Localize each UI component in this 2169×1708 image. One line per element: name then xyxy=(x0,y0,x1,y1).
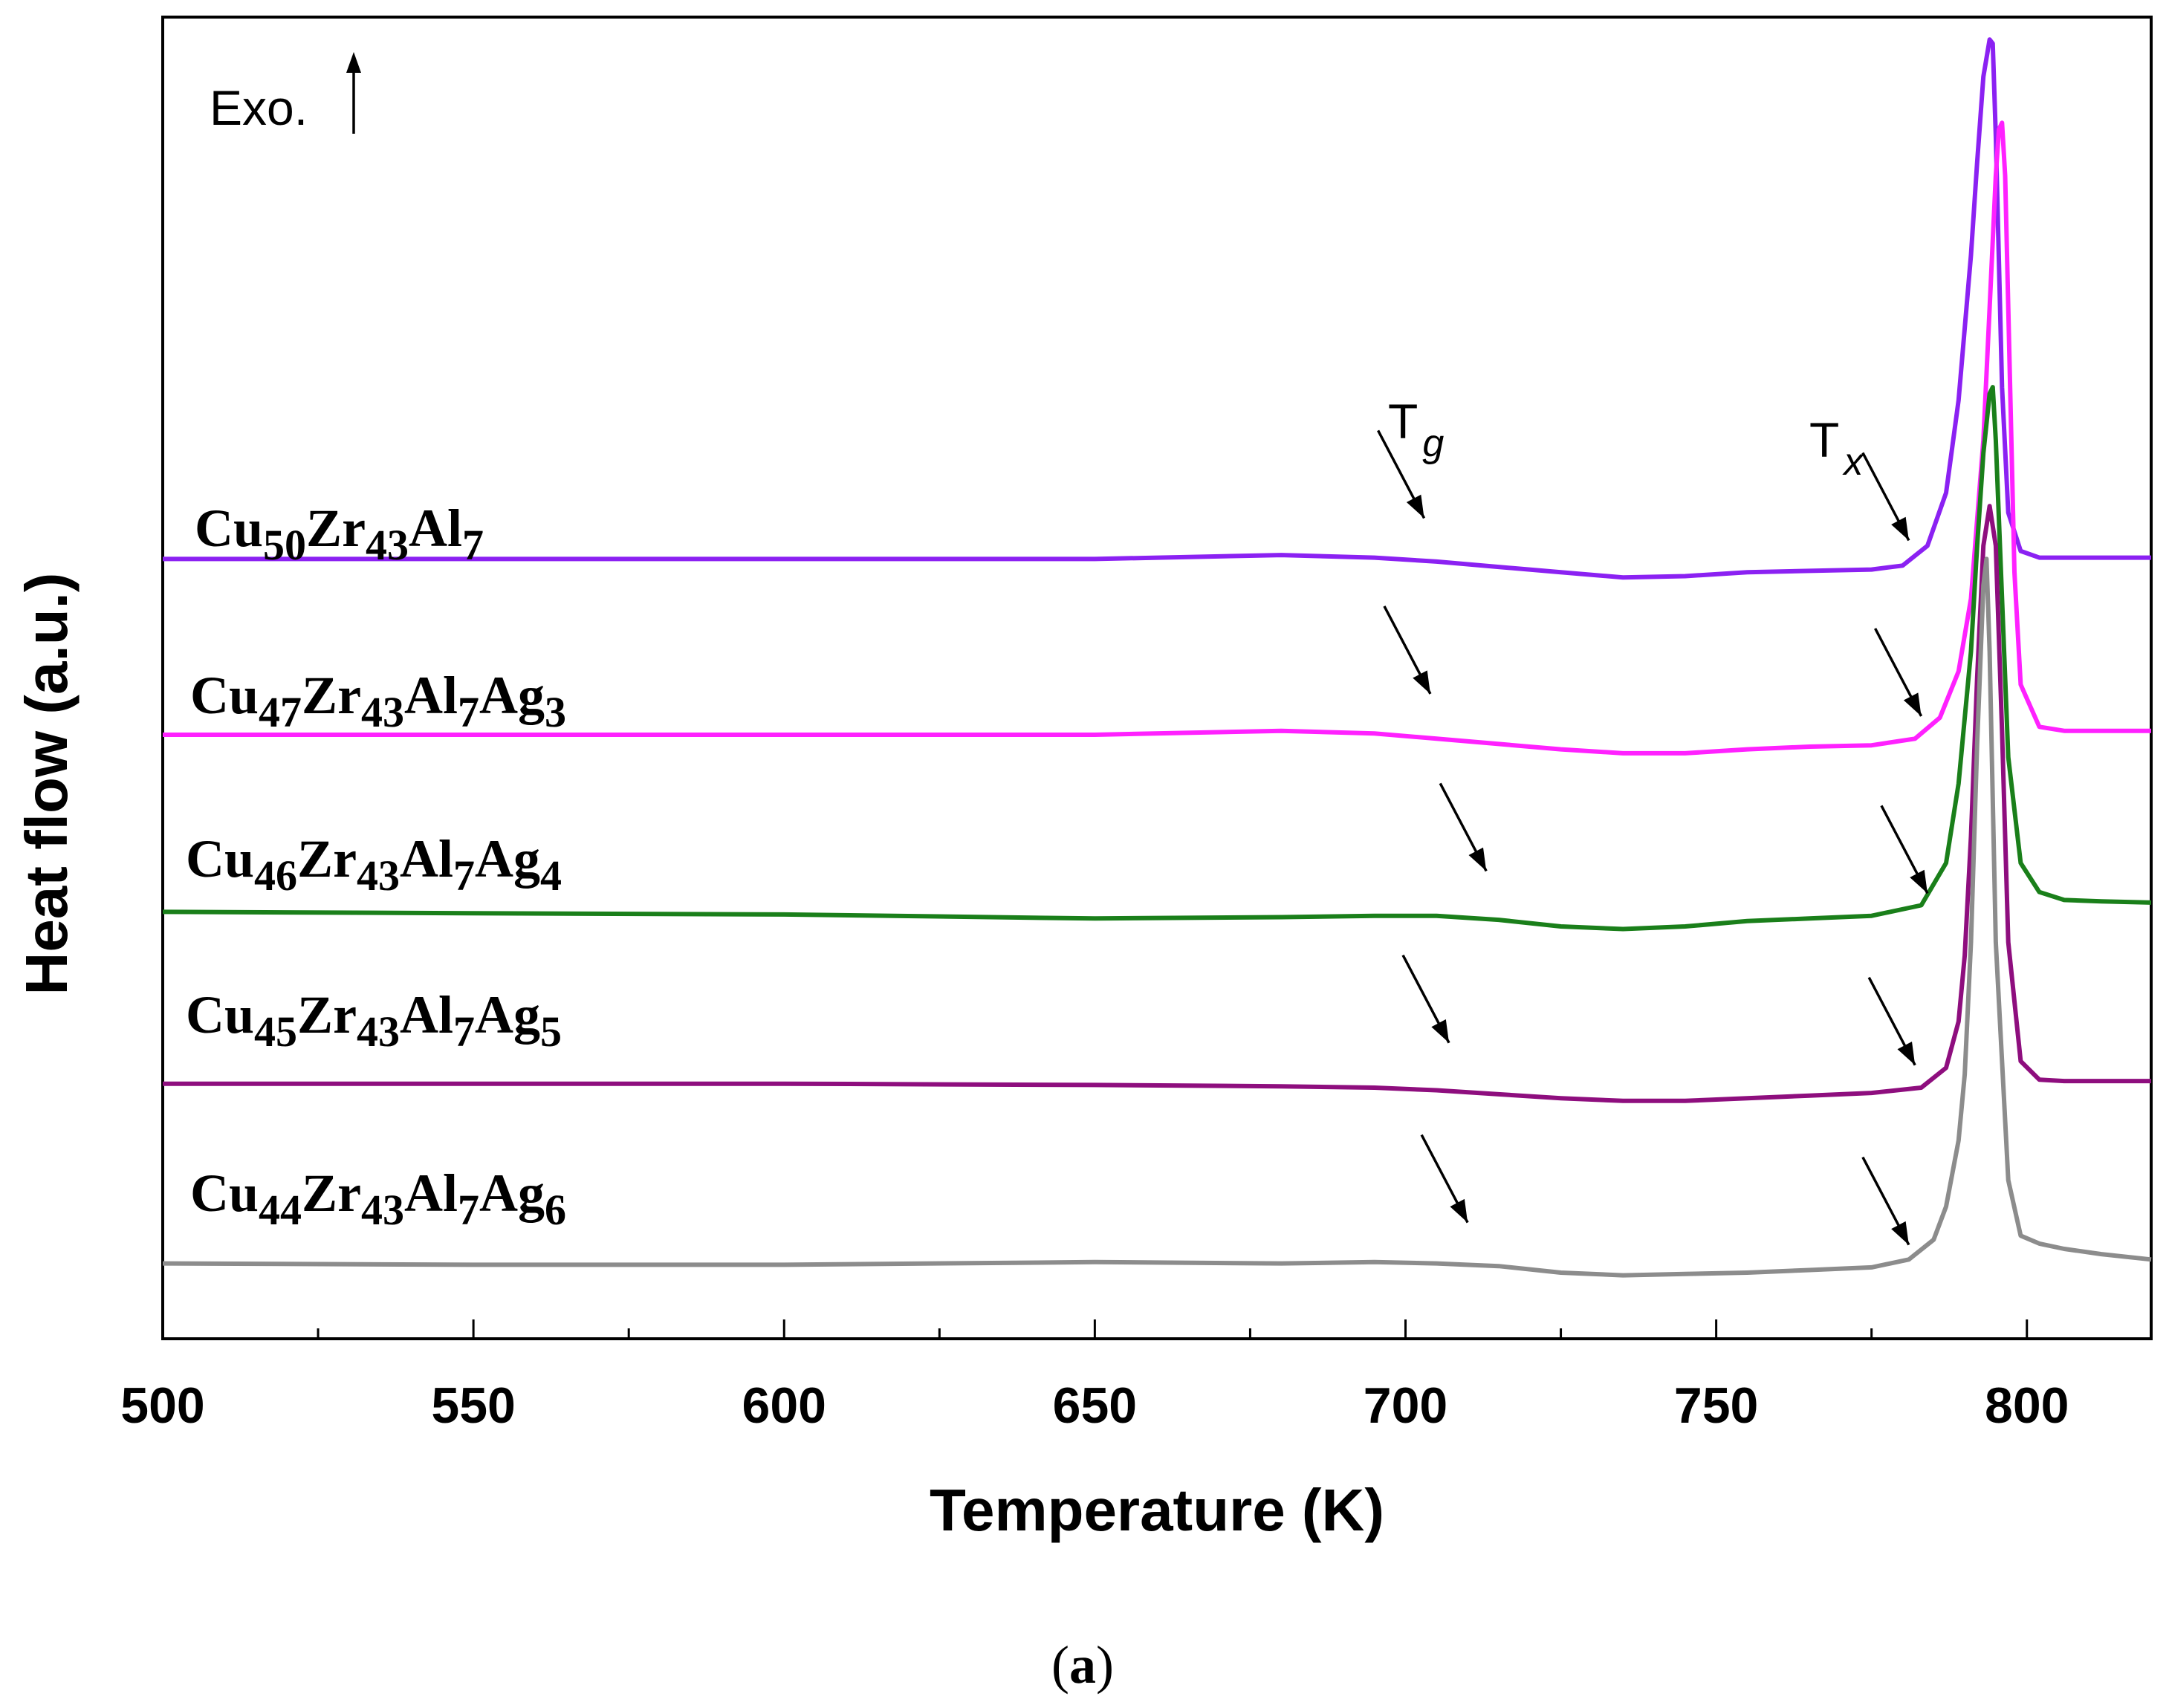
x-tick-label: 500 xyxy=(120,1377,204,1434)
series-label: Cu44Zr43Al7Ag6 xyxy=(190,1163,566,1234)
tx-arrow-head xyxy=(1891,1221,1909,1245)
transition-arrows xyxy=(1377,429,1929,1246)
x-tick-label: 600 xyxy=(742,1377,826,1434)
x-tick-label: 550 xyxy=(431,1377,515,1434)
x-axis-ticks xyxy=(161,1319,2029,1339)
figure-caption: (a) xyxy=(1051,1635,1114,1695)
plot-frame xyxy=(161,16,2153,1340)
x-tick-label: 800 xyxy=(1985,1377,2069,1434)
series-line xyxy=(162,556,2152,1278)
series-lines xyxy=(162,37,2152,1278)
series-line xyxy=(163,37,2151,580)
x-axis-label: Temperature (K) xyxy=(930,1477,1384,1543)
tg-arrow-head xyxy=(1431,1019,1450,1043)
series-line xyxy=(163,120,2151,756)
series-line xyxy=(162,385,2152,932)
tg-arrow-head xyxy=(1468,847,1487,871)
tg-arrow-head xyxy=(1450,1198,1468,1223)
x-axis-tick-labels: 500 550 600 650 700 750 800 xyxy=(120,1377,2069,1434)
tx-arrow-head xyxy=(1903,692,1922,716)
series-label: Cu47Zr43Al7Ag3 xyxy=(190,666,566,736)
tx-arrow-head xyxy=(1891,516,1909,541)
series-labels: Cu50Zr43Al7 Cu47Zr43Al7Ag3 Cu46Zr43Al7Ag4 C… xyxy=(186,499,566,1234)
exo-label: Exo. xyxy=(210,80,308,135)
x-tick-label: 750 xyxy=(1674,1377,1758,1434)
series-label: Cu46Zr43Al7Ag4 xyxy=(186,829,562,900)
y-axis-label: Heat flow (a.u.) xyxy=(13,573,80,996)
exo-up-arrow-icon xyxy=(346,52,361,134)
x-tick-label: 700 xyxy=(1364,1377,1447,1434)
tg-arrow-head xyxy=(1406,494,1424,519)
x-tick-label: 650 xyxy=(1053,1377,1137,1434)
series-label: Cu45Zr43Al7Ag5 xyxy=(186,985,562,1056)
tx-arrow-head xyxy=(1897,1041,1916,1065)
series-line xyxy=(163,504,2151,1103)
tg-arrow-head xyxy=(1413,670,1430,694)
tx-arrow-head xyxy=(1910,869,1928,894)
series-label: Cu50Zr43Al7 xyxy=(195,499,484,569)
